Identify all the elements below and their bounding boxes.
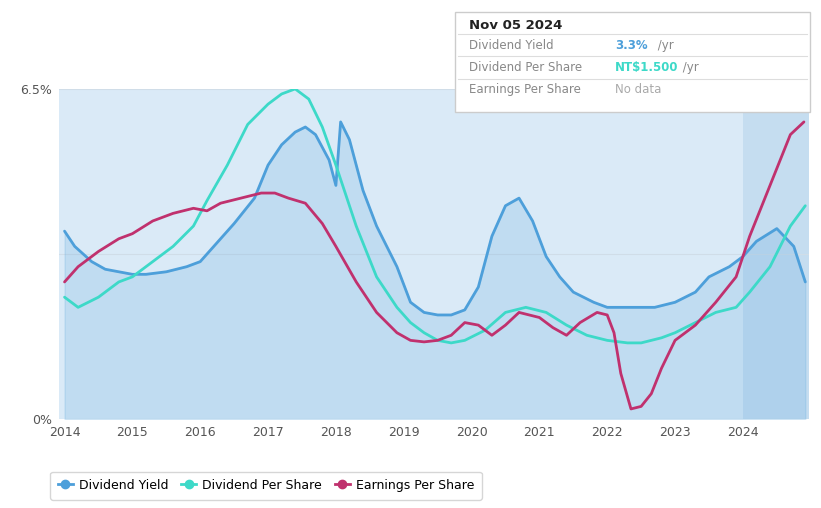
Bar xyxy=(743,89,821,419)
Text: Earnings Per Share: Earnings Per Share xyxy=(469,83,581,97)
Text: /yr: /yr xyxy=(679,61,699,74)
Legend: Dividend Yield, Dividend Per Share, Earnings Per Share: Dividend Yield, Dividend Per Share, Earn… xyxy=(50,471,482,499)
Text: No data: No data xyxy=(615,83,661,97)
Text: /yr: /yr xyxy=(654,39,673,52)
Text: Dividend Per Share: Dividend Per Share xyxy=(469,61,582,74)
Text: Dividend Yield: Dividend Yield xyxy=(469,39,554,52)
Text: NT$1.500: NT$1.500 xyxy=(615,61,678,74)
Text: Nov 05 2024: Nov 05 2024 xyxy=(469,19,562,32)
Text: 3.3%: 3.3% xyxy=(615,39,648,52)
Text: Past: Past xyxy=(779,90,805,104)
